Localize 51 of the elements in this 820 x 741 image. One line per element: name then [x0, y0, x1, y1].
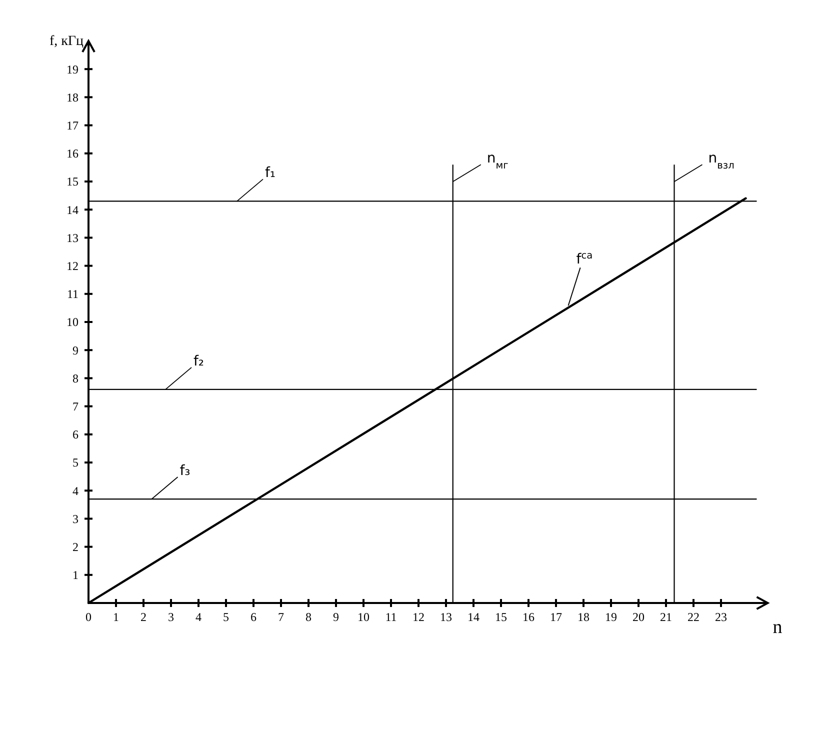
y-tick-label: 12 — [66, 259, 78, 273]
y-tick-label: 1 — [72, 568, 78, 582]
x-tick-label: 18 — [578, 610, 590, 624]
y-tick-label: 17 — [66, 118, 78, 132]
x-tick-label: 3 — [168, 610, 174, 624]
x-tick-label: 9 — [333, 610, 339, 624]
x-tick-label: 0 — [86, 610, 92, 624]
ref-line-label: n$_{мг}$ — [486, 150, 508, 172]
y-tick-label: 15 — [66, 174, 78, 189]
y-tick-label: 4 — [72, 484, 78, 498]
y-tick-label: 14 — [66, 202, 78, 217]
ref-line-label: n$_{взл}$ — [708, 150, 734, 172]
x-tick-label: 14 — [468, 610, 480, 624]
x-tick-label: 11 — [385, 610, 397, 624]
y-tick-label: 10 — [66, 315, 78, 330]
y-tick-label: 16 — [66, 146, 78, 161]
x-tick-label: 23 — [715, 610, 727, 624]
x-tick-label: 10 — [358, 610, 370, 624]
y-tick-label: 13 — [66, 230, 78, 245]
x-tick-label: 1 — [113, 610, 119, 624]
x-tick-label: 4 — [196, 610, 202, 624]
y-tick-label: 19 — [66, 62, 78, 76]
y-tick-label: 11 — [66, 287, 78, 302]
series-label: f$^{са}$ — [576, 250, 593, 268]
x-tick-label: 12 — [412, 610, 424, 624]
x-tick-label: 16 — [522, 610, 534, 624]
x-tick-label: 19 — [605, 610, 617, 624]
x-tick-label: 15 — [495, 610, 507, 624]
y-tick-label: 7 — [72, 400, 78, 414]
y-tick-label: 9 — [72, 343, 78, 358]
ref-line-label: f₁ — [265, 165, 276, 182]
ref-line-label: f₂ — [194, 353, 204, 370]
y-tick-label: 2 — [72, 540, 78, 554]
x-tick-label: 22 — [688, 610, 700, 624]
y-tick-label: 8 — [72, 371, 78, 386]
x-tick-label: 7 — [278, 610, 284, 624]
y-tick-label: 3 — [72, 512, 78, 526]
y-tick-label: 5 — [72, 456, 78, 470]
x-tick-label: 20 — [632, 610, 644, 624]
x-tick-label: 8 — [306, 610, 312, 624]
x-tick-label: 5 — [223, 610, 229, 624]
x-tick-label: 6 — [250, 610, 256, 624]
x-tick-label: 13 — [440, 610, 452, 624]
x-axis-title: n — [772, 617, 783, 638]
x-tick-label: 21 — [660, 610, 672, 624]
ref-line-label: f₃ — [180, 463, 190, 480]
x-tick-label: 2 — [140, 610, 146, 624]
y-axis-title: f, кГц — [49, 34, 84, 49]
x-tick-label: 17 — [550, 610, 562, 624]
y-tick-label: 6 — [72, 428, 78, 442]
y-tick-label: 18 — [66, 90, 78, 104]
